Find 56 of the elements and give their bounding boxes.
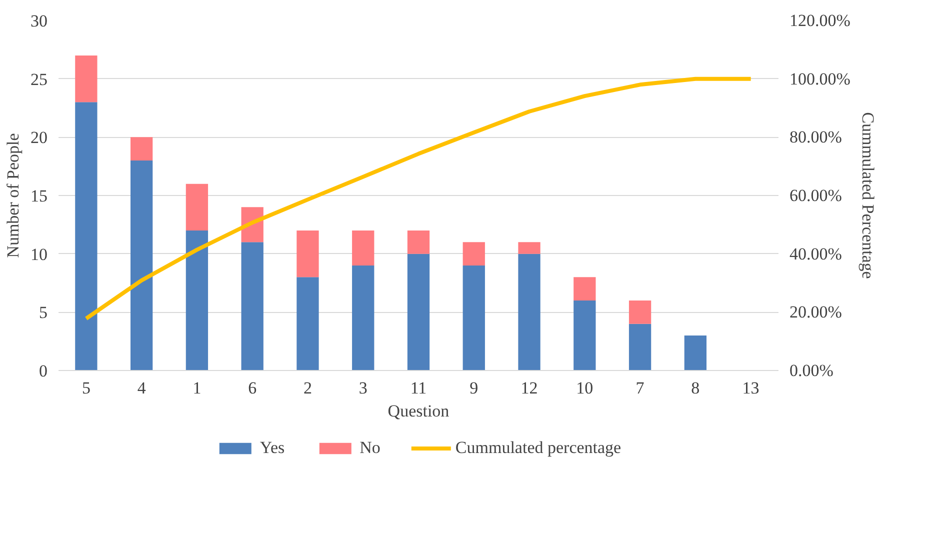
bar — [75, 56, 98, 102]
x-tick-label: 2 — [303, 378, 312, 398]
x-tick-label: 13 — [742, 378, 760, 398]
y2-tick-label: 80.00% — [790, 128, 842, 147]
bar — [296, 230, 319, 278]
bar — [352, 230, 374, 266]
bar — [352, 266, 374, 370]
y-tick-label: 15 — [30, 186, 48, 206]
y2-axis-title: Cummulated Percentage — [858, 112, 878, 279]
bar — [296, 277, 319, 370]
bar — [407, 254, 430, 370]
legend-label: Cummulated percentage — [455, 438, 622, 458]
x-axis-title: Question — [388, 402, 450, 420]
y-axis-title: Number of People — [4, 133, 22, 258]
legend-label: Yes — [260, 438, 285, 458]
x-tick-label: 9 — [470, 378, 478, 398]
y-tick-label: 5 — [39, 303, 48, 322]
x-tick-label: 4 — [137, 378, 146, 398]
y-tick-label: 0 — [39, 362, 48, 380]
bar — [518, 242, 540, 254]
y2-tick-label: 120.00% — [790, 11, 850, 30]
x-tick-label: 8 — [691, 378, 700, 398]
bar — [462, 242, 485, 266]
y-tick-label: 10 — [30, 244, 48, 264]
x-tick-label: 1 — [192, 378, 202, 398]
bar — [130, 137, 153, 160]
bar — [684, 336, 706, 370]
x-tick-label: 7 — [636, 378, 645, 398]
bar — [574, 300, 596, 370]
legend-label: No — [360, 438, 380, 458]
y-tick-label: 30 — [30, 12, 48, 30]
bar — [518, 254, 540, 370]
bar — [130, 160, 153, 370]
bar — [186, 230, 208, 370]
bar — [628, 324, 652, 370]
y2-tick-label: 0.00% — [790, 361, 834, 380]
x-tick-label: 6 — [248, 378, 257, 398]
x-tick-label: 10 — [576, 378, 594, 398]
y-tick-label: 20 — [30, 128, 48, 148]
y-tick-label: 25 — [30, 70, 48, 89]
bar — [628, 300, 652, 324]
bar — [186, 184, 208, 230]
y2-tick-label: 20.00% — [790, 302, 842, 322]
bar — [407, 230, 430, 254]
line-series — [84, 76, 753, 321]
x-tick-label: 5 — [82, 378, 90, 398]
bar — [574, 277, 596, 300]
bar — [462, 266, 485, 370]
y2-tick-label: 60.00% — [790, 186, 842, 205]
x-tick-label: 3 — [358, 378, 368, 398]
x-tick-label: 11 — [410, 378, 427, 398]
bar — [75, 102, 98, 370]
y2-tick-label: 40.00% — [790, 244, 842, 264]
x-tick-label: 12 — [520, 378, 538, 398]
y2-tick-label: 100.00% — [790, 69, 850, 88]
bar — [241, 242, 264, 370]
